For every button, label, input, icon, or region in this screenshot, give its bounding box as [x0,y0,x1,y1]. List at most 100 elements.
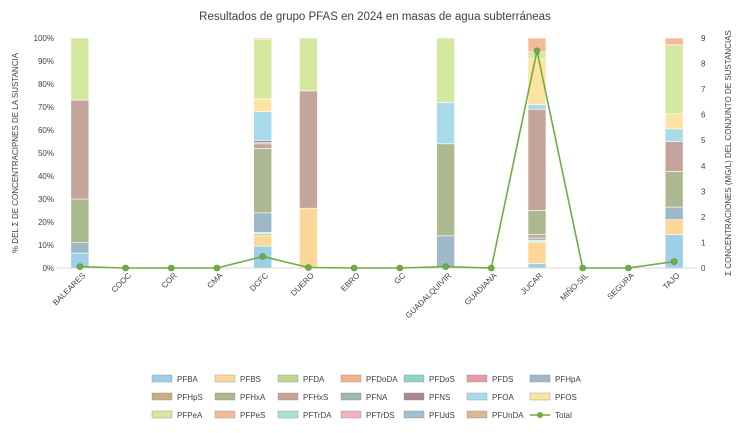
bar-segment-pfoa [436,102,455,145]
y-tick-label: 90% [38,57,54,66]
legend-item: PFUdS [403,410,455,420]
legend-label: PFOS [555,393,577,402]
bar-segment-pfpea [253,38,273,100]
bar-segment-pfbs [299,207,318,269]
legend-swatch [403,374,425,383]
total-point [213,264,221,272]
bar-stack [253,37,273,269]
legend-item: PFUnDA [466,410,524,420]
x-tick-label: GUADALQUIVIR [404,271,453,320]
y-axis: 0% 10% 20% 30% 40% 50% 60% 70% 80% 90% 100% [34,34,54,273]
legend-label: PFNA [366,393,388,402]
bar-segment-pfns [253,140,273,143]
legend-item: PFBS [214,374,261,384]
y-tick-label: 70% [38,103,54,112]
legend-swatch [151,410,173,419]
legend-item: PFPeA [151,410,203,420]
total-point [579,264,587,272]
bar-segment-pfhxa [527,210,547,235]
legend-item: PFNA [340,392,388,402]
y-tick-label: 80% [38,80,54,89]
bar-segment-pfpes [664,37,684,46]
y2-tick-label: 0 [701,264,706,273]
bar-segment-pfhpa [70,242,90,254]
x-tick-label: COR [160,271,179,290]
bar-stack [436,37,455,269]
legend-label: PFTrDA [303,411,332,420]
y2-tick-label: 8 [701,60,706,69]
legend-item: PFHpA [529,374,581,384]
bar-segment-pfhxs [664,141,684,172]
bar-segment-pfba [527,263,547,269]
bar-segment-pfoa [253,111,273,141]
legend-item: PFHxS [277,392,328,402]
bar-stack [70,37,90,269]
legend-swatch [340,374,362,383]
legend-label: PFDS [492,375,513,384]
bar-segment-pfpes [253,37,273,40]
legend-label: PFPeS [240,411,265,420]
legend-swatch [151,374,173,383]
bar-segment-pfhpa [664,206,684,221]
total-point [396,264,404,272]
legend-label: PFTrDS [366,411,395,420]
bar-segment-pfhpa [527,237,547,241]
legend-label: PFDoDA [366,375,398,384]
y2-axis: 0 1 2 3 4 5 6 7 8 9 [701,34,706,273]
bar-segment-pfda [253,233,273,237]
y-tick-label: 50% [38,149,54,158]
legend-item: PFDoDA [340,374,398,384]
total-point [487,264,495,272]
bar-segment-pfos [253,98,273,112]
x-tick-label: COOC [110,271,133,294]
bar-segment-pfpea [664,44,684,115]
bar-segment-pfbs [527,242,547,264]
bar-segment-pfhxs [527,109,547,211]
legend-item: PFDoS [403,374,455,384]
y2-tick-label: 5 [701,136,706,145]
bar-segment-pfhxs [299,90,318,209]
bar-segment-pfhxa [253,148,273,214]
legend-swatch [340,410,362,419]
bar-segment-pfbs [253,235,273,247]
legend-label: PFNS [429,393,450,402]
total-point [76,263,84,271]
bar-segment-pfhps [527,234,547,239]
total-point [625,264,632,272]
bar-segment-pfpea [436,37,455,103]
y2-tick-label: 2 [701,213,706,222]
bar-segment-pfos [664,113,684,130]
x-tick-label: DUERO [289,271,316,298]
x-axis: BALEARES COOC COR CMA DCFC DUERO EBRO GCGUADALQ… [51,271,682,321]
bar-segment-pfoa [527,104,547,110]
legend-label: PFHpS [177,393,203,402]
legend-swatch [466,392,488,401]
total-point [533,47,541,55]
x-tick-label: GC [392,271,407,286]
chart-title: Resultados de grupo PFAS en 2024 en masa… [199,11,551,23]
y-tick-label: 10% [38,241,54,250]
y2-tick-label: 4 [701,162,706,171]
x-tick-label: TAJO [661,271,681,291]
y2-tick-label: 9 [701,34,706,43]
bar-segment-pfoa [664,128,684,142]
y-tick-label: 60% [38,126,54,135]
total-point [350,264,358,272]
legend-item: PFDS [466,374,513,384]
y2-axis-label: Σ CONCENTRACIONES (MG/L) DEL CONJUNTO DE… [724,30,733,276]
total-point [442,263,449,271]
legend-swatch [214,374,236,383]
legend-swatch [340,392,362,401]
y2-tick-label: 6 [701,111,706,120]
legend-label: PFUnDA [492,411,524,420]
bar-segment-pfhxa [70,198,90,244]
legend-swatch [214,392,236,401]
x-tick-label: SEGURA [606,271,637,302]
bar-segment-pfpea [70,37,90,101]
y-axis-label: % DEL Σ DE CONCENTRACIPNES DE LA SUSTANC… [11,52,20,253]
legend-item: PFDA [277,374,325,384]
legend-item: PFHpS [151,392,203,402]
legend-swatch [466,374,488,383]
y-tick-label: 100% [34,34,54,43]
bar-stacks [70,37,684,269]
